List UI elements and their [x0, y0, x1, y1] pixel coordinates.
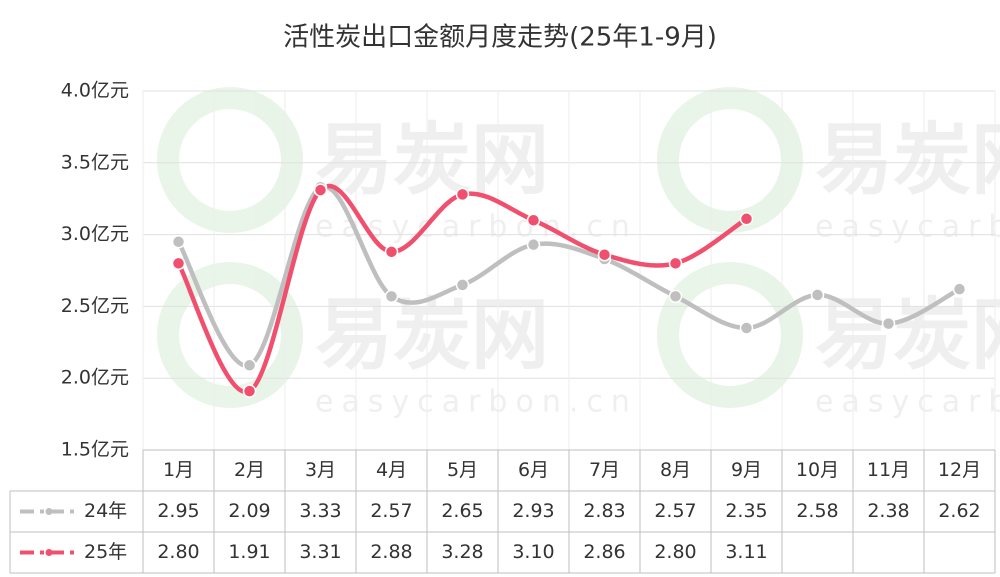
watermark-text: 易炭网: [815, 115, 1000, 205]
table-value: 2.86: [583, 541, 625, 563]
point: [952, 282, 967, 296]
y-tick-label: 2.0亿元: [61, 367, 129, 389]
watermark-url: easycarbon.cn: [815, 385, 1000, 420]
point: [171, 256, 186, 271]
watermark-logo: [157, 87, 303, 233]
watermark: 易炭网 easycarbon.cn 易炭网 easycarbon.cn 易炭网 easyc…: [157, 87, 1000, 420]
table-value: 2.93: [512, 500, 554, 522]
watermark-logo: [657, 262, 803, 408]
chart-title: 活性炭出口金额月度走势(25年1-9月): [283, 23, 717, 53]
table-value: 3.11: [725, 541, 767, 563]
table-value: 3.28: [441, 541, 483, 563]
point: [597, 247, 612, 262]
table-value: 2.38: [867, 500, 909, 522]
point: [384, 245, 399, 259]
x-tick-label: 10月: [796, 459, 839, 481]
point: [739, 212, 754, 226]
x-tick-label: 7月: [589, 459, 620, 481]
point: [739, 321, 754, 335]
y-tick-label: 1.5亿元: [61, 439, 129, 461]
x-tick-label: 11月: [867, 459, 910, 481]
table-value: 3.10: [512, 541, 554, 563]
point: [384, 289, 399, 304]
table-value: 3.31: [299, 541, 341, 563]
table-value: 2.83: [583, 500, 625, 522]
legend-label: 24年: [84, 500, 127, 522]
table-value: 2.09: [228, 500, 270, 522]
table-value: 2.88: [370, 541, 412, 563]
y-tick-label: 4.0亿元: [61, 80, 129, 102]
legend-label: 25年: [84, 541, 127, 563]
y-tick-label: 3.0亿元: [61, 223, 129, 245]
legend-dot: [45, 549, 53, 556]
point: [313, 183, 328, 197]
point: [810, 288, 825, 302]
point: [242, 358, 257, 373]
point: [668, 289, 683, 304]
point: [455, 187, 470, 202]
point: [526, 213, 541, 227]
table-value: 2.80: [157, 541, 199, 563]
point: [526, 237, 541, 252]
y-tick-label: 2.5亿元: [61, 295, 129, 317]
table-value: 2.57: [654, 500, 696, 522]
x-tick-label: 3月: [305, 459, 336, 481]
table-value: 2.80: [654, 541, 696, 563]
y-tick-label: 3.5亿元: [61, 151, 129, 173]
table-value: 2.65: [441, 500, 483, 522]
table-value: 1.91: [228, 541, 270, 563]
x-tick-label: 6月: [518, 459, 549, 481]
x-tick-label: 5月: [447, 459, 478, 481]
point: [881, 316, 896, 331]
point: [455, 278, 470, 292]
legend-dot: [45, 508, 53, 515]
x-tick-label: 1月: [163, 459, 194, 481]
table-value: 2.58: [796, 500, 838, 522]
table-value: 3.33: [299, 500, 341, 522]
watermark-logo: [157, 262, 303, 408]
x-tick-label: 9月: [731, 459, 762, 481]
point: [668, 256, 683, 271]
x-tick-label: 4月: [376, 459, 407, 481]
watermark-url: easycarbon.cn: [315, 385, 638, 420]
watermark-text: 易炭网: [315, 115, 549, 205]
point: [242, 384, 257, 398]
table-value: 2.95: [157, 500, 199, 522]
watermark-logo: [657, 87, 803, 233]
table-value: 2.57: [370, 500, 412, 522]
table-value: 2.35: [725, 500, 767, 522]
x-tick-label: 12月: [938, 459, 981, 481]
watermark-url: easycarbon.cn: [815, 210, 1000, 245]
watermark-text: 易炭网: [315, 290, 549, 380]
table-value: 2.62: [938, 500, 980, 522]
x-tick-label: 2月: [234, 459, 265, 481]
point: [171, 235, 186, 249]
x-tick-label: 8月: [660, 459, 691, 481]
